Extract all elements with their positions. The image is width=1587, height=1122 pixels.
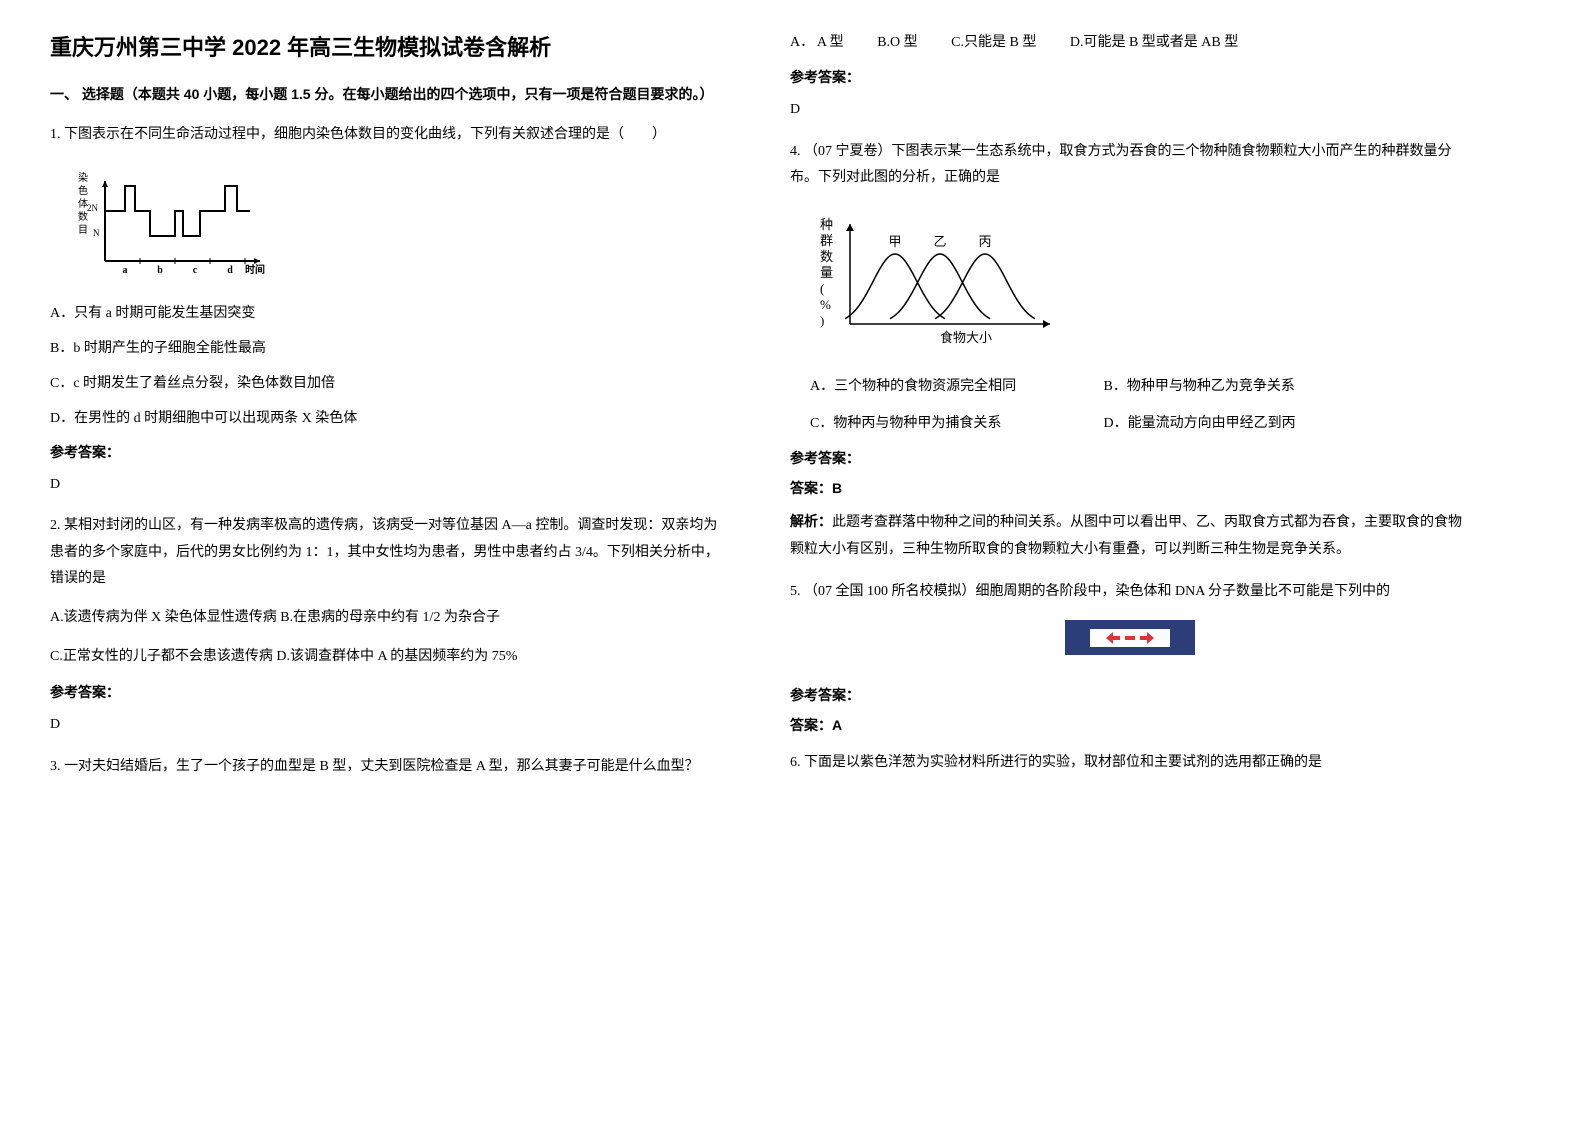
- svg-text:群: 群: [820, 233, 833, 248]
- q4-answer-label: 参考答案：: [790, 448, 1470, 468]
- q4-chart-svg: 种群数量(%) 甲 乙 丙食物大小: [810, 204, 1070, 354]
- q5-answer: 答案：A: [790, 715, 1470, 735]
- q4-stem: 4. （07 宁夏卷）下图表示某一生态系统中，取食方式为吞食的三个物种随食物颗粒…: [790, 139, 1470, 192]
- svg-text:种: 种: [820, 217, 833, 232]
- q4-option-a: A．三个物种的食物资源完全相同: [810, 374, 1070, 399]
- svg-text:时间: 时间: [245, 263, 265, 276]
- q3-option-c: C.只能是 B 型: [951, 30, 1036, 55]
- q5-image-inner: [1090, 629, 1170, 647]
- svg-text:2N: 2N: [87, 203, 99, 213]
- q1-answer: D: [50, 472, 730, 499]
- svg-text:目: 目: [78, 225, 88, 236]
- q3-option-d: D.可能是 B 型或者是 AB 型: [1070, 30, 1238, 55]
- q5-shape-1: [1106, 632, 1120, 644]
- svg-text:乙: 乙: [933, 234, 946, 249]
- q3-option-b: B.O 型: [877, 30, 917, 55]
- svg-text:食物大小: 食物大小: [940, 330, 992, 345]
- q4-explain: 解析：此题考查群落中物种之间的种间关系。从图中可以看出甲、乙、丙取食方式都为吞食…: [790, 508, 1470, 563]
- q4-answer-prefix: 答案：: [790, 480, 832, 496]
- q4-option-d: D．能量流动方向由甲经乙到丙: [1104, 411, 1296, 436]
- q5-answer-label: 参考答案：: [790, 685, 1470, 705]
- svg-text:a: a: [123, 265, 128, 276]
- q3-options-row: A． A 型 B.O 型 C.只能是 B 型 D.可能是 B 型或者是 AB 型: [790, 30, 1470, 55]
- q1-chart-svg: 染色体数目2NNabcd时间: [70, 161, 270, 281]
- q3-stem: 3. 一对夫妇结婚后，生了一个孩子的血型是 B 型，丈夫到医院检查是 A 型，那…: [50, 754, 730, 781]
- svg-text:甲: 甲: [888, 234, 901, 249]
- q3-answer: D: [790, 97, 1470, 124]
- svg-text:%: %: [820, 297, 831, 312]
- svg-text:N: N: [93, 228, 100, 238]
- q1-option-c: C．c 时期发生了着丝点分裂，染色体数目加倍: [50, 371, 730, 396]
- q1-option-a: A．只有 a 时期可能发生基因突变: [50, 301, 730, 326]
- q4-option-b: B．物种甲与物种乙为竞争关系: [1104, 374, 1295, 399]
- page-title: 重庆万州第三中学 2022 年高三生物模拟试卷含解析: [50, 30, 730, 62]
- q5-answer-prefix: 答案：: [790, 717, 832, 733]
- q2-stem: 2. 某相对封闭的山区，有一种发病率极高的遗传病，该病受一对等位基因 A—a 控…: [50, 513, 730, 593]
- q5-shape-2: [1123, 632, 1137, 644]
- svg-text:c: c: [193, 265, 198, 276]
- left-column: 重庆万州第三中学 2022 年高三生物模拟试卷含解析 一、 选择题（本题共 40…: [50, 30, 730, 1092]
- svg-text:(: (: [820, 281, 824, 296]
- q2-answer-label: 参考答案：: [50, 682, 730, 702]
- q4-chart: 种群数量(%) 甲 乙 丙食物大小: [810, 204, 1470, 359]
- q3-option-a: A． A 型: [790, 30, 844, 55]
- q4-explain-text: 此题考查群落中物种之间的种间关系。从图中可以看出甲、乙、丙取食方式都为吞食，主要…: [790, 515, 1462, 557]
- svg-text:d: d: [227, 265, 233, 276]
- right-column: A． A 型 B.O 型 C.只能是 B 型 D.可能是 B 型或者是 AB 型…: [790, 30, 1470, 1092]
- q5-stem: 5. （07 全国 100 所名校模拟）细胞周期的各阶段中，染色体和 DNA 分…: [790, 579, 1470, 606]
- section-header: 一、 选择题（本题共 40 小题，每小题 1.5 分。在每小题给出的四个选项中，…: [50, 82, 730, 107]
- q2-answer: D: [50, 712, 730, 739]
- q5-image: [1065, 620, 1195, 655]
- q4-option-c: C．物种丙与物种甲为捕食关系: [810, 411, 1070, 436]
- svg-text:): ): [820, 313, 824, 328]
- svg-text:b: b: [157, 265, 163, 276]
- q4-answer-value: B: [832, 480, 842, 496]
- q1-option-b: B．b 时期产生的子细胞全能性最高: [50, 336, 730, 361]
- q4-options-row1: A．三个物种的食物资源完全相同 B．物种甲与物种乙为竞争关系: [790, 374, 1470, 399]
- q2-option-ab: A.该遗传病为伴 X 染色体显性遗传病 B.在患病的母亲中约有 1/2 为杂合子: [50, 605, 730, 632]
- q1-option-d: D．在男性的 d 时期细胞中可以出现两条 X 染色体: [50, 406, 730, 431]
- svg-text:量: 量: [820, 265, 833, 280]
- svg-text:染: 染: [78, 171, 88, 184]
- svg-text:丙: 丙: [978, 234, 991, 249]
- q3-answer-label: 参考答案：: [790, 67, 1470, 87]
- q4-options-row2: C．物种丙与物种甲为捕食关系 D．能量流动方向由甲经乙到丙: [790, 411, 1470, 436]
- svg-text:数: 数: [820, 249, 833, 264]
- q1-chart: 染色体数目2NNabcd时间: [70, 161, 730, 286]
- q2-option-cd: C.正常女性的儿子都不会患该遗传病 D.该调查群体中 A 的基因频率约为 75%: [50, 644, 730, 671]
- svg-text:色: 色: [78, 184, 88, 197]
- q4-answer: 答案：B: [790, 478, 1470, 498]
- q1-answer-label: 参考答案：: [50, 442, 730, 462]
- q5-shape-3: [1140, 632, 1154, 644]
- q5-answer-value: A: [832, 717, 842, 733]
- q4-explain-prefix: 解析：: [790, 513, 832, 529]
- q1-stem: 1. 下图表示在不同生命活动过程中，细胞内染色体数目的变化曲线，下列有关叙述合理…: [50, 122, 730, 149]
- q6-stem: 6. 下面是以紫色洋葱为实验材料所进行的实验，取材部位和主要试剂的选用都正确的是: [790, 750, 1470, 777]
